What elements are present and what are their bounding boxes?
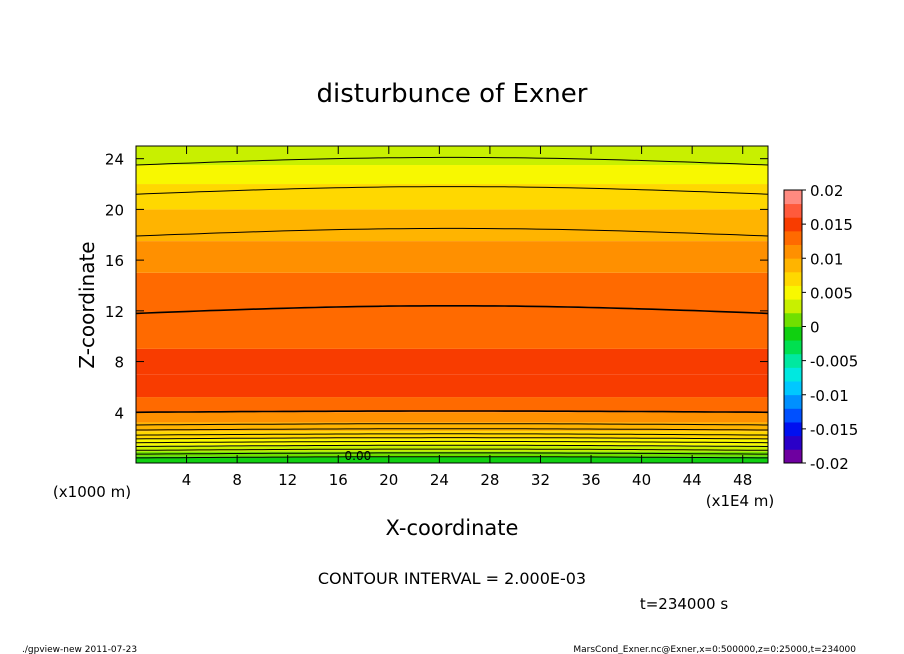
contour-band (136, 451, 768, 457)
colorbar-label: 0 (810, 319, 820, 337)
x-axis-unit: (x1E4 m) (706, 492, 775, 510)
colorbar-swatch (784, 299, 802, 314)
contour-band (136, 184, 768, 210)
colorbar-swatch (784, 353, 802, 368)
colorbar-swatch (784, 230, 802, 245)
x-tick-label: 12 (278, 471, 297, 489)
colorbar: 0.02 0.015 0.01 0.005 0 -0.005 -0.01 -0.015 -0.0… (783, 182, 858, 473)
contour-value-label: 0.00 (345, 449, 372, 463)
y-tick-label: 16 (105, 252, 124, 270)
x-tick-label: 36 (581, 471, 600, 489)
x-tick-label: 20 (379, 471, 398, 489)
y-axis-label: Z-coordinate (75, 241, 99, 368)
footer-right-note: MarsCond_Exner.nc@Exner,x=0:500000,z=0:2… (573, 645, 856, 654)
colorbar-swatch (784, 271, 802, 286)
contour-line (135, 410, 769, 414)
footer-left-note: ./gpview-new 2011-07-23 (22, 645, 137, 654)
colorbar-swatch (784, 394, 802, 409)
contour-field (136, 146, 768, 463)
colorbar-label: 0.02 (810, 182, 843, 200)
contour-line (135, 433, 769, 436)
contour-band (136, 456, 768, 463)
colorbar-label: -0.015 (810, 421, 858, 439)
y-tick-label: 4 (114, 404, 124, 422)
x-tick-label: 16 (329, 471, 348, 489)
contour-line (135, 437, 769, 440)
contour-line (135, 305, 769, 315)
contour-band (136, 412, 768, 423)
x-tick-label: 44 (683, 471, 702, 489)
y-axis-unit: (x1000 m) (53, 483, 131, 501)
contour-band (136, 374, 768, 398)
x-tick-label: 40 (632, 471, 651, 489)
y-tick-label: 24 (105, 151, 124, 169)
time-text: t=234000 s (640, 595, 728, 613)
colorbar-swatch (784, 244, 802, 259)
contour-band (136, 445, 768, 452)
colorbar-swatch (784, 312, 802, 327)
contour-line (136, 456, 768, 459)
colorbar-swatch (784, 422, 802, 437)
contour-line (136, 452, 768, 455)
colorbar-swatch (784, 326, 802, 341)
chart-title: disturbunce of Exner (317, 79, 588, 109)
contour-band (136, 209, 768, 242)
x-axis-ticks: 4 8 12 16 20 24 28 32 36 40 44 48 (182, 146, 752, 489)
contour-band (136, 431, 768, 439)
contour-band (136, 438, 768, 446)
y-tick-label: 12 (105, 303, 124, 321)
colorbar-swatch (784, 435, 802, 450)
colorbar-swatch (784, 258, 802, 273)
y-tick-label: 20 (105, 201, 124, 219)
contour-line (135, 440, 769, 444)
colorbar-swatch (784, 408, 802, 423)
colorbar-label: 0.015 (810, 216, 853, 234)
colorbar-swatch (784, 449, 802, 464)
x-tick-label: 48 (733, 471, 752, 489)
x-tick-label: 28 (480, 471, 499, 489)
colorbar-label: 0.005 (810, 284, 853, 302)
colorbar-swatch (784, 340, 802, 355)
contour-line (136, 448, 768, 451)
contour-line (135, 423, 769, 426)
x-axis-label: X-coordinate (386, 516, 519, 540)
colorbar-label: -0.02 (810, 455, 849, 473)
colorbar-swatch (784, 217, 802, 232)
colorbar-swatch (784, 367, 802, 382)
contour-band (136, 241, 768, 273)
colorbar-swatch (784, 381, 802, 396)
contour-band (136, 146, 768, 166)
contour-line (135, 156, 769, 166)
colorbar-label: -0.005 (810, 353, 858, 371)
contour-line (135, 186, 769, 195)
colorbar-label: 0.01 (810, 250, 843, 268)
contour-line (136, 428, 768, 431)
contour-band (136, 348, 768, 375)
contour-band (136, 165, 768, 185)
x-tick-label: 32 (531, 471, 550, 489)
contour-lines: 0.00 (135, 156, 769, 463)
contour-line (135, 227, 769, 237)
contour-interval-text: CONTOUR INTERVAL = 2.000E-03 (318, 569, 586, 588)
x-tick-label: 4 (182, 471, 192, 489)
colorbar-swatch (784, 203, 802, 218)
colorbar-swatch (784, 285, 802, 300)
contour-band (136, 272, 768, 349)
x-tick-label: 8 (232, 471, 242, 489)
colorbar-label: -0.01 (810, 387, 849, 405)
plot-frame (135, 145, 769, 464)
y-axis-ticks: 4 8 12 16 20 24 (105, 151, 768, 422)
contour-band (136, 422, 768, 432)
x-tick-label: 24 (430, 471, 449, 489)
y-tick-label: 8 (114, 354, 124, 372)
colorbar-swatch (784, 190, 802, 205)
contour-band (136, 397, 768, 413)
contour-line (135, 444, 769, 447)
